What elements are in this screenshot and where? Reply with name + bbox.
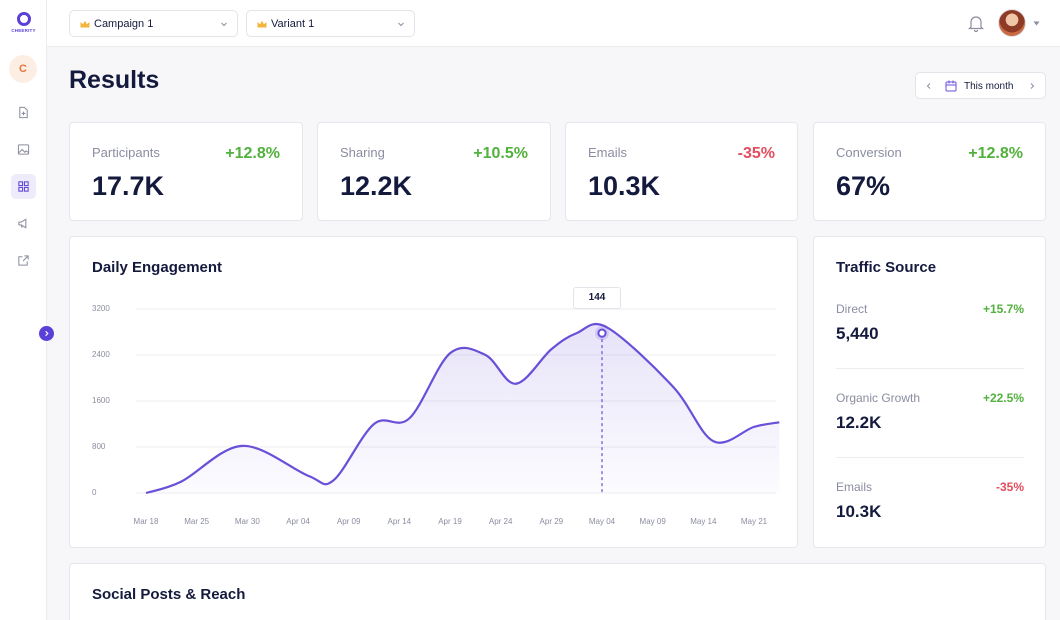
app-logo[interactable]: CHEERITY (0, 12, 47, 33)
traffic-source-change: +22.5% (982, 391, 1024, 405)
traffic-source-title: Traffic Source (836, 259, 937, 276)
nav-dashboard[interactable] (11, 174, 36, 199)
x-tick-label: Apr 04 (286, 517, 310, 526)
caret-down-icon[interactable] (1033, 21, 1040, 26)
stat-value: 12.2K (340, 171, 413, 201)
chevron-right-icon[interactable] (1028, 82, 1036, 90)
campaign-select-label: Campaign 1 (94, 17, 154, 30)
chevron-down-icon (398, 22, 404, 27)
y-tick-label: 0 (92, 488, 97, 497)
logo-text: CHEERITY (11, 28, 36, 33)
stat-card-participants: Participants +12.8% 17.7K (69, 122, 303, 221)
x-tick-label: May 21 (740, 517, 768, 526)
notifications-bell-icon[interactable] (968, 14, 984, 32)
stat-card-conversion: Conversion +12.8% 67% (813, 122, 1046, 221)
y-tick-label: 2400 (92, 350, 110, 359)
stat-change: +12.8% (968, 145, 1023, 162)
logo-ring-icon (16, 12, 31, 26)
x-tick-label: May 14 (690, 517, 717, 526)
x-tick-label: Apr 19 (438, 517, 462, 526)
campaign-select[interactable]: Campaign 1 (69, 10, 238, 37)
crown-icon (80, 20, 90, 27)
engagement-line (145, 322, 780, 495)
stat-label: Sharing (340, 145, 385, 160)
traffic-source-label: Emails (836, 480, 873, 494)
x-tick-label: Mar 30 (234, 517, 260, 526)
nav-media[interactable] (11, 137, 36, 162)
x-tick-label: Apr 09 (336, 517, 361, 526)
page-title: Results (69, 66, 160, 94)
calendar-icon (945, 80, 957, 92)
stat-label: Conversion (836, 145, 902, 160)
chevron-left-icon[interactable] (925, 82, 933, 90)
grid-icon (18, 181, 29, 192)
image-icon (17, 144, 30, 155)
engagement-area (146, 324, 780, 493)
nav-external-link[interactable] (11, 248, 36, 273)
date-range-label: This month (964, 81, 1014, 92)
stat-change: +12.8% (225, 145, 280, 162)
stat-value: 10.3K (588, 171, 661, 201)
stat-label: Emails (588, 145, 628, 160)
variant-select-label: Variant 1 (271, 17, 315, 30)
chart-title: Daily Engagement (92, 259, 223, 276)
megaphone-icon (18, 218, 27, 229)
sidebar: CHEERITY C (0, 0, 47, 620)
traffic-source-label: Organic Growth (836, 391, 921, 405)
traffic-source-change: -35% (995, 480, 1024, 494)
crown-icon (257, 20, 267, 27)
x-tick-label: Apr 14 (387, 517, 412, 526)
traffic-source-value: 10.3K (836, 502, 882, 521)
chevron-down-icon (221, 22, 227, 27)
nav-add-campaign[interactable] (11, 100, 36, 125)
social-posts-card: Social Posts & Reach (69, 563, 1046, 620)
x-tick-label: May 04 (588, 517, 616, 526)
stat-value: 17.7K (92, 171, 165, 201)
top-bar: Campaign 1 Variant 1 (47, 0, 1060, 47)
date-range-picker[interactable]: This month (915, 72, 1046, 99)
stat-change: +10.5% (473, 145, 528, 162)
y-tick-label: 800 (92, 442, 106, 451)
x-tick-label: Apr 29 (539, 517, 564, 526)
daily-engagement-chart (136, 308, 780, 495)
y-tick-label: 3200 (92, 304, 110, 313)
social-posts-title: Social Posts & Reach (92, 586, 246, 603)
x-tick-label: Mar 18 (133, 517, 159, 526)
variant-select[interactable]: Variant 1 (246, 10, 415, 37)
chevron-right-icon (45, 330, 49, 337)
x-tick-label: Apr 24 (488, 517, 513, 526)
nav-announcements[interactable] (11, 211, 36, 236)
workspace-avatar[interactable]: C (9, 55, 37, 83)
stat-label: Participants (92, 145, 160, 160)
stat-change: -35% (737, 145, 775, 162)
stat-value: 67% (836, 171, 891, 201)
traffic-source-value: 5,440 (836, 324, 879, 343)
traffic-source-value: 12.2K (836, 413, 882, 432)
x-tick-label: Mar 25 (184, 517, 210, 526)
add-document-icon (19, 106, 28, 119)
chart-tooltip: 144 (573, 287, 621, 309)
expand-sidebar-button[interactable] (39, 326, 54, 341)
daily-engagement-card: Daily Engagement 3200 2400 1600 800 0 Ma… (69, 236, 798, 548)
divider (836, 457, 1024, 458)
stat-card-emails: Emails -35% 10.3K (565, 122, 798, 221)
traffic-source-label: Direct (836, 302, 868, 316)
traffic-source-change: +15.7% (982, 302, 1024, 316)
traffic-source-card: Traffic Source Direct +15.7% 5,440 Organ… (813, 236, 1046, 548)
stat-card-sharing: Sharing +10.5% 12.2K (317, 122, 551, 221)
user-avatar[interactable] (998, 9, 1026, 37)
x-tick-label: May 09 (639, 517, 666, 526)
divider (836, 368, 1024, 369)
y-tick-label: 1600 (92, 396, 110, 405)
highlight-point[interactable] (597, 328, 607, 338)
external-link-icon (18, 255, 29, 266)
